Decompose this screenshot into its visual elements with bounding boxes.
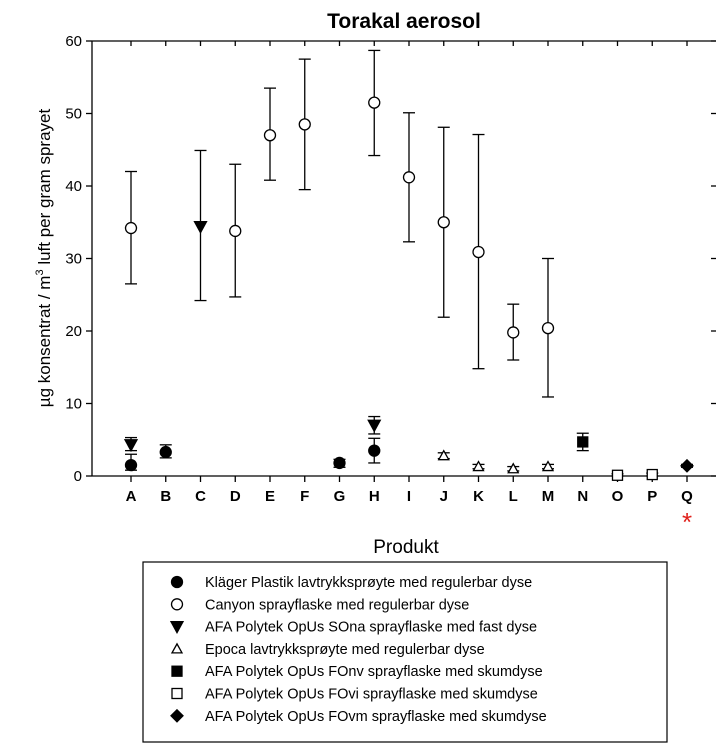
y-axis-label-superscript: 3 (34, 269, 46, 275)
y-tick-label: 0 (74, 468, 82, 485)
legend-entry: AFA Polytek OpUs FOvm sprayflaske med sk… (205, 709, 547, 725)
legend-marker (170, 708, 184, 723)
x-tick-label: D (230, 488, 241, 505)
data-point (368, 444, 381, 457)
legend-marker (171, 687, 183, 700)
legend-entry: Kläger Plastik lavtrykksprøyte med regul… (205, 575, 532, 591)
legend: Kläger Plastik lavtrykksprøyte med regul… (142, 561, 668, 743)
data-point (298, 118, 311, 131)
data-point (507, 326, 520, 339)
x-tick-label: L (509, 488, 518, 505)
x-tick-label: A (126, 488, 137, 505)
data-point (124, 458, 138, 472)
series-6 (611, 468, 659, 481)
y-tick-label: 10 (65, 396, 82, 413)
legend-marker (170, 598, 184, 611)
y-tick-label: 40 (65, 178, 82, 195)
series-3 (123, 149, 382, 453)
data-point (680, 458, 694, 473)
x-tick-label: O (612, 488, 624, 505)
x-tick-label: C (195, 488, 206, 505)
x-tick-label: M (542, 488, 555, 505)
x-tick-label: K (473, 488, 484, 505)
x-tick-label: I (407, 488, 411, 505)
data-point (402, 171, 416, 184)
legend-entry: AFA Polytek OpUs SOna sprayflaske med fa… (205, 620, 537, 636)
chart-title: Torakal aerosol (327, 10, 481, 33)
legend-marker (169, 620, 185, 634)
y-tick-label: 60 (65, 33, 82, 50)
legend-entry: AFA Polytek OpUs FOvi sprayflaske med sk… (205, 687, 538, 703)
legend-marker (170, 575, 184, 589)
x-tick-label: N (577, 488, 588, 505)
series-1 (124, 437, 381, 472)
data-point (472, 245, 485, 259)
legend-entry: Epoca lavtrykksprøyte med regulerbar dys… (205, 642, 485, 658)
data-point (437, 449, 450, 461)
data-point (541, 321, 555, 335)
data-point (159, 445, 172, 459)
data-point (507, 462, 520, 474)
y-tick-label: 50 (65, 106, 82, 123)
x-tick-label: P (647, 488, 657, 505)
data-point (229, 224, 242, 238)
data-point (367, 419, 382, 433)
data-point (472, 460, 485, 472)
x-tick-label: G (334, 488, 346, 505)
annotation-asterisk: * (682, 507, 692, 537)
data-point (263, 129, 277, 142)
data-point (577, 436, 589, 448)
x-axis-label: Produkt (373, 537, 439, 558)
legend-marker (170, 642, 184, 654)
data-point (333, 456, 346, 470)
legend-entry: Canyon sprayflaske med regulerbar dyse (205, 597, 469, 613)
data-point (123, 439, 139, 453)
x-tick-label: J (440, 488, 448, 505)
x-tick-label: H (369, 488, 380, 505)
data-point (124, 221, 138, 235)
y-tick-label: 20 (65, 323, 82, 340)
y-axis-label: µg konsentrat / m3 luft per gram sprayet (34, 109, 54, 408)
plot-area: 0 10 20 30 40 50 60 A B C D E F G H I J K L M N O P Q * (65, 33, 716, 537)
series-2 (124, 49, 555, 398)
legend-marker (171, 665, 183, 677)
series-7 (680, 458, 694, 473)
x-tick-label: B (160, 488, 171, 505)
legend-entry: AFA Polytek OpUs FOnv sprayflaske med sk… (205, 664, 543, 680)
x-tick-label: Q (681, 488, 693, 505)
y-axis-label-main: µg konsentrat / m (35, 276, 54, 408)
legend-box (142, 561, 668, 743)
data-point (611, 469, 624, 481)
x-tick-label: E (265, 488, 275, 505)
series-4 (437, 449, 555, 474)
x-tick-label: F (300, 488, 309, 505)
series-5 (576, 432, 589, 452)
data-point (541, 460, 555, 472)
data-point (193, 220, 208, 234)
data-point (368, 96, 381, 109)
data-point (437, 216, 450, 229)
y-axis-label-rest: luft per gram sprayet (35, 109, 54, 270)
data-point (646, 468, 658, 481)
y-tick-label: 30 (65, 251, 82, 268)
